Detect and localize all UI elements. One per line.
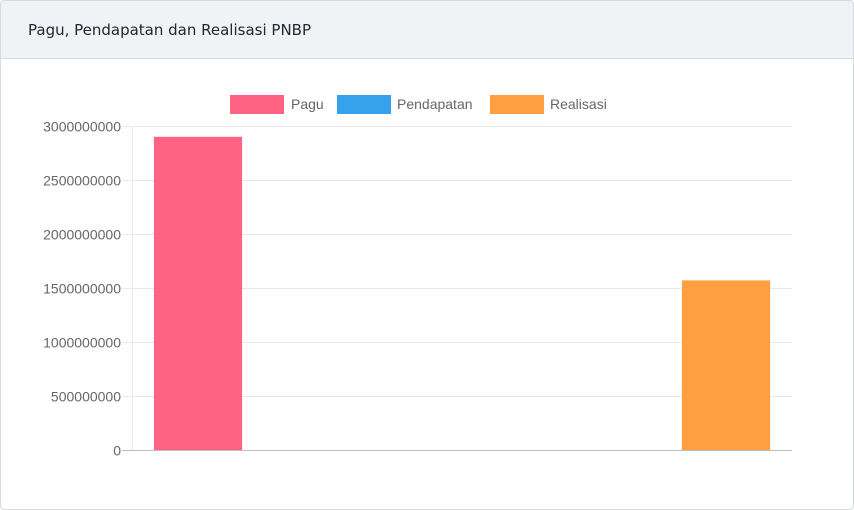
legend-swatch xyxy=(230,95,284,114)
y-axis: 0 500000000 1000000000 1500000000 2000000000… xyxy=(43,119,133,459)
bar-pagu[interactable] xyxy=(153,136,243,451)
chart-bars xyxy=(153,136,771,451)
bar-chart: Pagu Pendapatan Realisasi 0 500000000 100000… xyxy=(43,95,792,459)
legend-item-pendapatan[interactable]: Pendapatan xyxy=(337,95,473,114)
y-tick-label: 2000000000 xyxy=(43,227,121,243)
legend-label: Pagu xyxy=(291,96,324,112)
y-tick-label: 0 xyxy=(113,443,121,459)
y-tick-label: 500000000 xyxy=(51,389,121,405)
y-tick-label: 1500000000 xyxy=(43,281,121,297)
legend-swatch xyxy=(337,95,391,114)
y-tick-label: 3000000000 xyxy=(43,119,121,135)
bar-realisasi[interactable] xyxy=(681,280,771,450)
card-header: Pagu, Pendapatan dan Realisasi PNBP xyxy=(1,1,853,59)
legend-item-pagu[interactable]: Pagu xyxy=(230,95,324,114)
legend-item-realisasi[interactable]: Realisasi xyxy=(490,95,607,114)
y-tick-label: 2500000000 xyxy=(43,173,121,189)
legend-swatch xyxy=(490,95,544,114)
y-tick-label: 1000000000 xyxy=(43,335,121,351)
card-body: Pagu Pendapatan Realisasi 0 500000000 100000… xyxy=(1,60,853,509)
chart-legend[interactable]: Pagu Pendapatan Realisasi xyxy=(230,95,607,114)
legend-label: Pendapatan xyxy=(397,96,473,112)
card-title: Pagu, Pendapatan dan Realisasi PNBP xyxy=(28,20,312,39)
legend-label: Realisasi xyxy=(550,96,607,112)
